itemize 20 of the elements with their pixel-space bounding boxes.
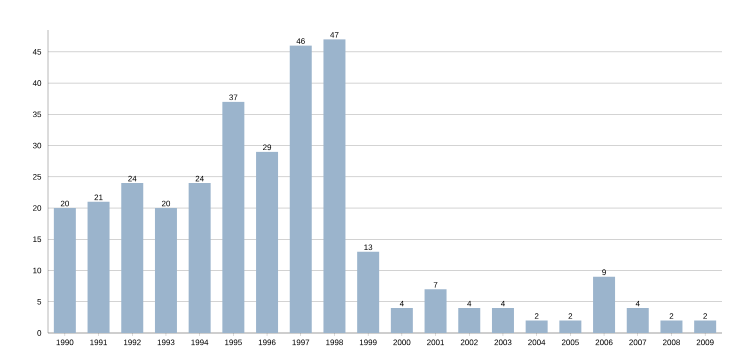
bar [492,308,514,333]
bar [222,102,244,333]
bar [54,208,76,333]
bar [290,46,312,333]
bar [626,308,649,333]
bar [660,320,682,333]
bar [526,320,548,333]
bar [390,308,413,333]
bar [458,308,480,333]
bar [88,202,110,333]
bar [694,320,716,333]
bar [154,208,177,333]
bar [323,39,346,333]
bar [559,320,582,333]
bar [121,183,144,333]
bar [188,183,211,333]
bar [357,252,380,333]
bar [424,289,447,333]
bar [256,152,278,333]
bar [593,276,616,333]
